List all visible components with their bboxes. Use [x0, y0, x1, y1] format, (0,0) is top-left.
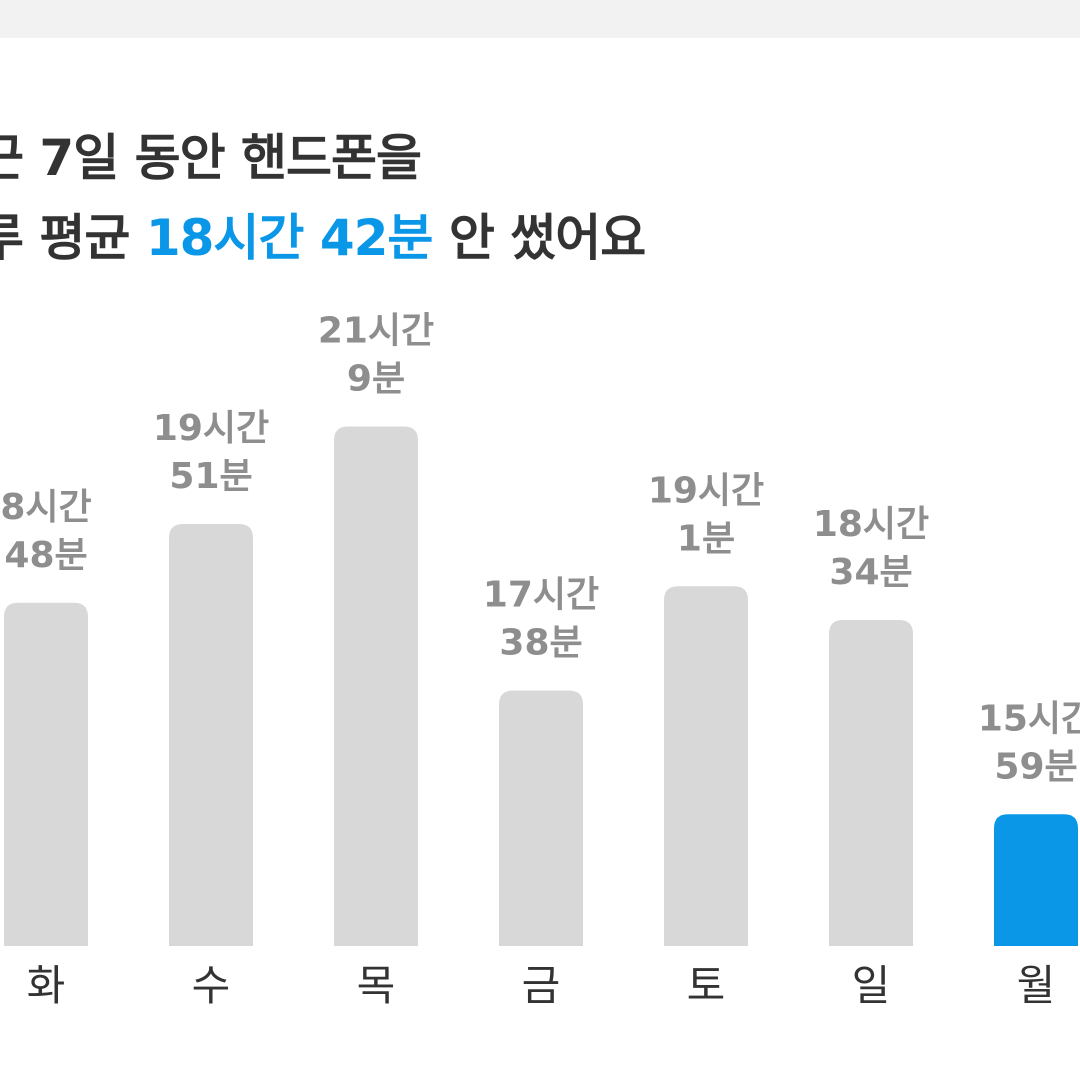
value-label-minutes: 38분	[499, 623, 582, 664]
value-label-hours: 8시간	[0, 487, 91, 528]
headline-line-1: 근 7일 동안 핸드폰을	[0, 129, 422, 187]
value-label-hours: 18시간	[813, 504, 929, 545]
summary-headline: 근 7일 동안 핸드폰을 루 평균 18시간 42분 안 썼어요	[0, 118, 646, 278]
bar-수	[169, 524, 253, 946]
bar-목	[334, 426, 418, 946]
day-label: 토	[687, 961, 726, 1010]
day-label: 금	[522, 961, 561, 1010]
day-label: 화	[27, 961, 66, 1010]
day-label: 일	[852, 961, 891, 1010]
bar-일	[829, 620, 913, 946]
value-label-minutes: 9분	[347, 359, 405, 400]
value-label-hours: 19시간	[153, 408, 269, 449]
value-label-hours: 19시간	[648, 470, 764, 511]
headline-suffix: 안 썼어요	[448, 209, 646, 267]
day-label: 목	[357, 961, 396, 1010]
value-label-minutes: 1분	[677, 518, 735, 559]
headline-line-2: 루 평균 18시간 42분 안 썼어요	[0, 198, 646, 278]
headline-prefix: 루 평균	[0, 209, 130, 267]
value-label-minutes: 48분	[4, 535, 87, 576]
value-label-minutes: 34분	[829, 552, 912, 593]
value-label-minutes: 51분	[169, 456, 252, 497]
value-label-hours: 21시간	[318, 311, 434, 352]
value-label-minutes: 59분	[994, 746, 1077, 787]
top-status-strip	[0, 0, 1080, 38]
bar-금	[499, 690, 583, 946]
headline-highlight-average: 18시간 42분	[145, 209, 434, 267]
bar-토	[664, 586, 748, 946]
bar-월	[994, 814, 1078, 946]
day-label: 월	[1017, 961, 1056, 1010]
day-label: 수	[192, 961, 231, 1010]
value-label-hours: 15시간	[978, 698, 1080, 739]
value-label-hours: 17시간	[483, 575, 599, 616]
bar-화	[4, 602, 88, 946]
